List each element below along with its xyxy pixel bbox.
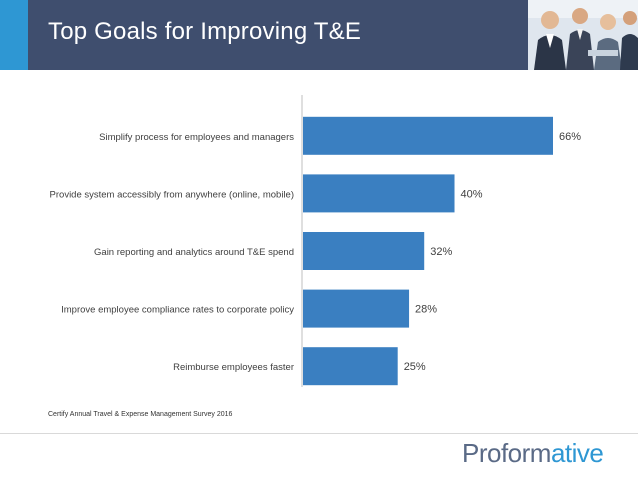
bar (303, 116, 553, 155)
category-label: Reimburse employees faster (173, 362, 294, 373)
bar (303, 289, 410, 328)
bar (303, 174, 455, 213)
header-accent (0, 0, 28, 70)
data-label: 25% (404, 361, 426, 373)
bar (303, 232, 425, 270)
page-title: Top Goals for Improving T&E (48, 18, 362, 45)
proformative-logo: Proformative (462, 438, 604, 469)
footer-divider (0, 433, 638, 434)
bar-chart: Simplify process for employees and manag… (50, 95, 581, 387)
data-label: 32% (430, 246, 452, 258)
logo-text-part2: ative (550, 438, 604, 468)
category-label: Improve employee compliance rates to cor… (61, 305, 294, 316)
category-label: Provide system accessibly from anywhere … (50, 189, 294, 200)
header-photo (528, 0, 638, 70)
category-label: Simplify process for employees and manag… (99, 132, 294, 143)
data-label: 28% (415, 304, 437, 316)
business-people-photo-icon (528, 0, 638, 70)
bar (303, 347, 398, 386)
source-note: Certify Annual Travel & Expense Manageme… (48, 411, 233, 418)
logo-text-part1: Proform (462, 438, 551, 468)
data-label: 66% (559, 131, 581, 143)
data-label: 40% (461, 188, 483, 200)
header-bar: Top Goals for Improving T&E (0, 0, 638, 70)
category-label: Gain reporting and analytics around T&E … (94, 247, 294, 258)
